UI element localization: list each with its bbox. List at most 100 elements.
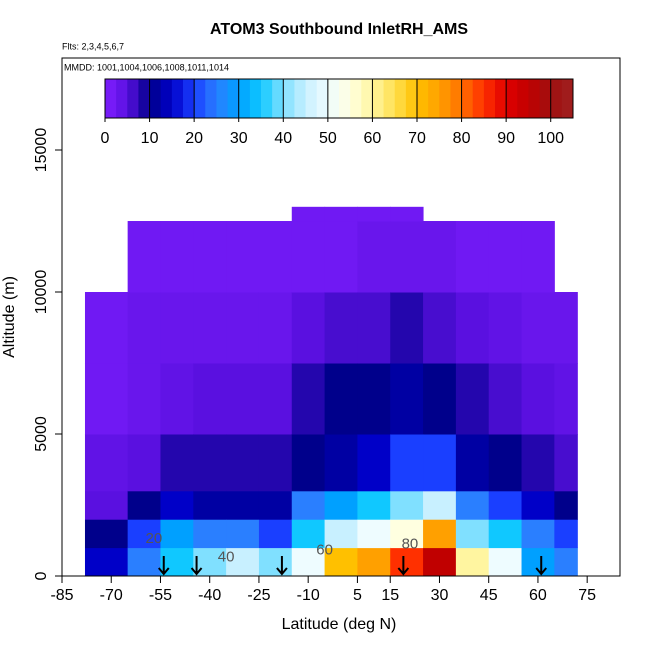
heatmap-cell (160, 363, 194, 435)
heatmap-cell (455, 221, 490, 293)
y-tick-label: 10000 (33, 270, 50, 315)
heatmap-cell (84, 292, 129, 364)
colorbar-segment (227, 79, 240, 118)
heatmap-cell (258, 292, 293, 364)
heatmap-cell (357, 519, 391, 549)
colorbar-tick-label: 60 (364, 130, 382, 147)
plot-frame (61, 57, 621, 577)
heatmap-cell (193, 434, 227, 492)
colorbar-segment (294, 79, 307, 118)
heatmap-cell (258, 490, 293, 520)
heatmap-cell (357, 221, 391, 293)
colorbar-segment (361, 79, 373, 118)
y-tick-label: 5000 (33, 416, 50, 452)
heatmap-cell (390, 363, 424, 435)
colorbar-segment (261, 79, 273, 118)
heatmap-cell (455, 292, 490, 364)
heatmap-cell (291, 292, 326, 364)
heatmap-cell (291, 434, 326, 492)
heatmap-cell (423, 363, 457, 435)
contour-label: 40 (218, 549, 235, 566)
flight-marker (535, 556, 547, 576)
colorbar-segment (495, 79, 507, 118)
x-tick-label: 75 (578, 587, 596, 604)
plot-note: MMDD: 1001,1004,1006,1008,1011,1014 (64, 62, 229, 72)
heatmap-cell (554, 547, 578, 577)
colorbar-segment (249, 79, 262, 118)
colorbar-segment (506, 79, 518, 118)
y-axis-label: Altitude (m) (1, 276, 18, 358)
heatmap-cell (423, 490, 457, 520)
heatmap-cell (127, 547, 161, 577)
heatmap-cell (488, 490, 523, 520)
x-tick-label: -55 (149, 587, 172, 604)
heatmap-cell (455, 434, 490, 492)
heatmap-cell (390, 547, 424, 577)
heatmap-cell (423, 221, 457, 293)
heatmap-cell (84, 547, 129, 577)
heatmap-cell (258, 363, 293, 435)
heatmap-cell (390, 519, 424, 549)
colorbar-segment (483, 79, 496, 118)
heatmap-cell (258, 519, 293, 549)
heatmap-cell (160, 434, 194, 492)
heatmap-cell (423, 519, 457, 549)
heatmap-cell (324, 519, 358, 549)
heatmap-cell (291, 490, 326, 520)
heatmap-cell (423, 292, 457, 364)
colorbar-tick-label: 90 (497, 130, 515, 147)
x-tick-label: 30 (431, 587, 449, 604)
heatmap-cell (554, 363, 578, 435)
heatmap-cell (226, 519, 260, 549)
heatmap-cell (390, 221, 424, 293)
flight-marker (276, 556, 288, 576)
heatmap-cell (160, 221, 194, 293)
colorbar-segment (171, 79, 184, 118)
heatmap-cell (160, 292, 194, 364)
heatmap-cell (291, 363, 326, 435)
y-tick-label: 15000 (33, 128, 50, 173)
heatmap-cell (357, 292, 391, 364)
heatmap-cell (521, 292, 555, 364)
heatmap-cell (521, 547, 555, 577)
x-tick-label: -25 (247, 587, 270, 604)
colorbar-segment (160, 79, 173, 118)
colorbar-segment (316, 79, 329, 118)
heatmap-cell (390, 292, 424, 364)
x-axis-label: Latitude (deg N) (282, 616, 397, 633)
x-tick-label: 15 (381, 587, 399, 604)
heatmap-cell (258, 547, 293, 577)
x-tick-label: -40 (198, 587, 221, 604)
heatmap-cell (160, 490, 194, 520)
colorbar-segment (405, 79, 418, 118)
heatmap-cell (291, 519, 326, 549)
heatmap-cell (127, 363, 161, 435)
heatmap-cell (324, 221, 358, 293)
colorbar-segment (327, 79, 340, 118)
colorbar-segment (428, 79, 440, 118)
subtitle: Flts: 2,3,4,5,6,7 (62, 41, 124, 51)
heatmap-cell (357, 490, 391, 520)
heatmap-cell (127, 221, 161, 293)
heatmap-cell (455, 519, 490, 549)
colorbar-tick-label: 100 (537, 130, 564, 147)
heatmap-cell (324, 490, 358, 520)
colorbar-segment (339, 79, 351, 118)
heatmap-cell (324, 434, 358, 492)
colorbar-segment (194, 79, 206, 118)
colorbar-segment (350, 79, 362, 118)
contour-label: 80 (402, 536, 419, 553)
heatmap-cell (127, 519, 161, 549)
heatmap-cell (455, 363, 490, 435)
x-tick-label: -10 (297, 587, 320, 604)
heatmap-cell (258, 221, 293, 293)
colorbar-segment (238, 79, 251, 118)
heatmap-cell (390, 206, 424, 222)
flight-marker (157, 556, 170, 576)
colorbar-segment (439, 79, 451, 118)
heatmap-cell (554, 292, 578, 364)
heatmap-cell (84, 490, 129, 520)
heatmap-cell (160, 519, 194, 549)
colorbar-segment (272, 79, 284, 118)
